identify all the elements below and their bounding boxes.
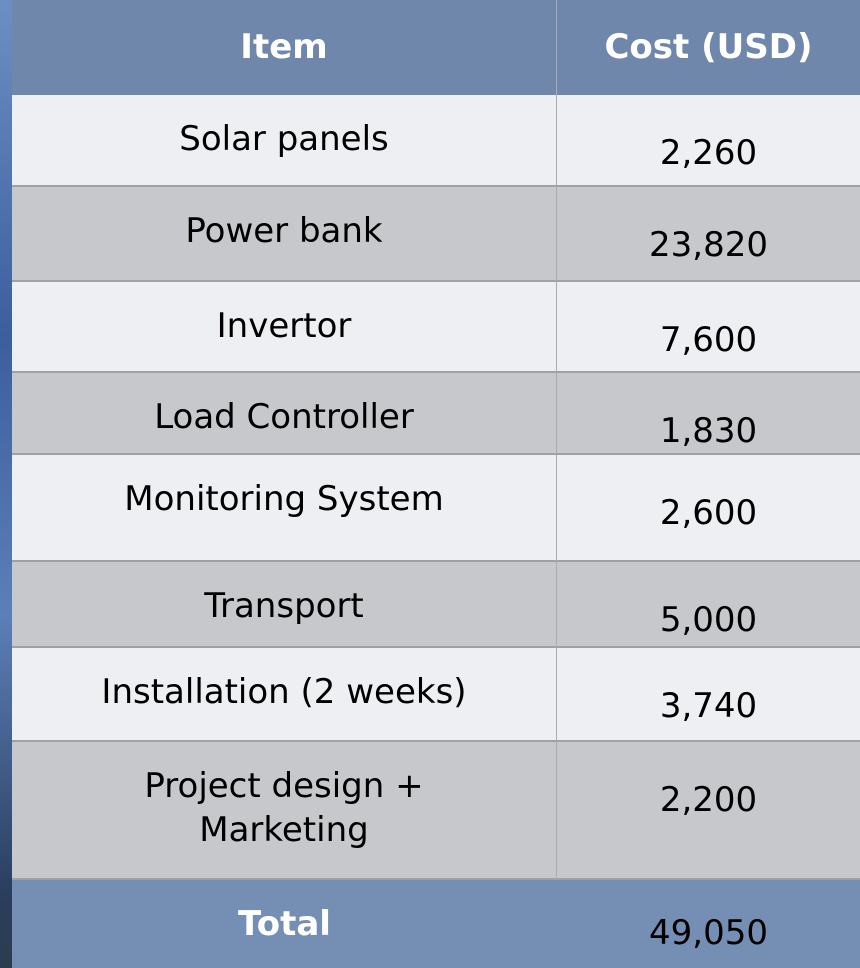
cost-cell: 5,000: [557, 562, 860, 648]
item-cell: Monitoring System: [12, 455, 557, 562]
item-cell: Installation (2 weeks): [12, 648, 557, 742]
cost-table: Item Cost (USD) Solar panels 2,260 Power ban…: [12, 0, 860, 968]
cost-cell: 2,200: [557, 742, 860, 880]
item-cell: Invertor: [12, 282, 557, 373]
item-cell: Transport: [12, 562, 557, 648]
cost-cell: 3,740: [557, 648, 860, 742]
cost-cell: 1,830: [557, 373, 860, 455]
item-cell: Power bank: [12, 187, 557, 282]
cost-cell: 2,600: [557, 455, 860, 562]
item-cell: Project design + Marketing: [12, 742, 557, 880]
total-value: 49,050: [557, 880, 860, 968]
cost-cell: 23,820: [557, 187, 860, 282]
item-cell: Load Controller: [12, 373, 557, 455]
total-label: Total: [12, 880, 557, 968]
item-cell: Solar panels: [12, 95, 557, 187]
header-cell: Item: [12, 0, 557, 95]
cost-cell: 7,600: [557, 282, 860, 373]
cost-cell: 2,260: [557, 95, 860, 187]
header-cell: Cost (USD): [557, 0, 860, 95]
